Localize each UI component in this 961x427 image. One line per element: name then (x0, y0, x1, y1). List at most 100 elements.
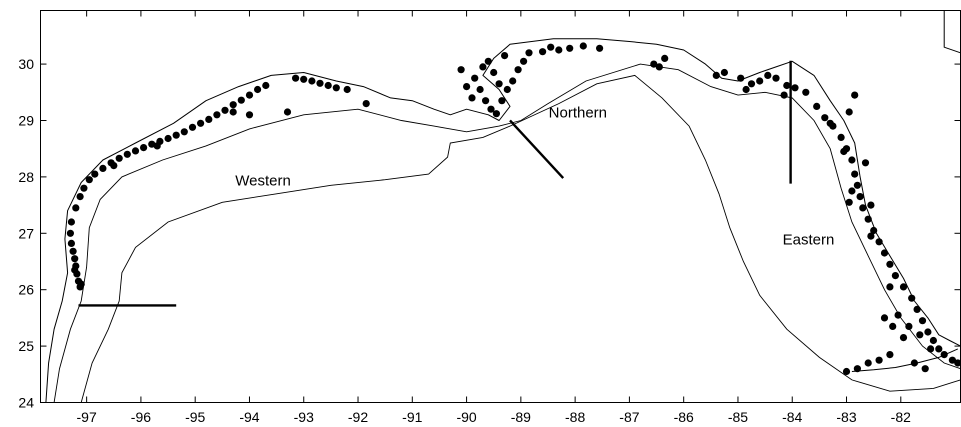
sample-point (910, 359, 919, 367)
sample-point (661, 54, 669, 63)
depth-contours (53, 63, 961, 403)
sample-point (864, 359, 872, 367)
sample-point (826, 119, 834, 127)
region-dividers (78, 60, 792, 307)
sample-point (85, 176, 93, 184)
sample-point (555, 46, 563, 54)
sample-point (596, 44, 604, 52)
sample-point (929, 336, 938, 345)
sample-point (484, 57, 492, 65)
x-tick-label: -97 (77, 409, 97, 425)
sample-point (894, 311, 902, 319)
sample-point (490, 68, 498, 77)
sample-point (867, 201, 875, 209)
sample-point (245, 91, 254, 99)
sample-point (468, 94, 476, 102)
sample-point (77, 280, 85, 288)
sample-point (913, 305, 921, 313)
sample-point (308, 77, 316, 85)
sample-point (886, 260, 894, 268)
sample-point (487, 105, 495, 113)
sample-point (802, 88, 810, 96)
sample-point (283, 108, 292, 116)
sample-point (300, 75, 308, 83)
sample-point (921, 365, 929, 373)
sample-point (509, 77, 517, 85)
sample-point (316, 79, 324, 87)
sample-point (853, 365, 862, 373)
sample-point (870, 226, 878, 235)
sample-point (262, 81, 270, 90)
sample-point (856, 193, 864, 201)
sample-point (71, 266, 79, 274)
sample-point (525, 49, 533, 57)
sample-point (172, 131, 180, 139)
sample-point (72, 204, 80, 212)
sample-point (213, 111, 221, 119)
x-tick-label: -93 (294, 409, 314, 425)
sample-point (948, 356, 957, 364)
x-tick-label: -82 (891, 409, 911, 425)
map-axes: -97 -96 -95 -94 -93 -92 -91 -90 -89 -88 -87 -86 -85 -… (18, 10, 961, 425)
y-tick-label: 27 (18, 225, 34, 241)
sample-point (180, 128, 188, 136)
x-tick-label: -90 (456, 409, 476, 425)
sample-point (924, 328, 932, 336)
sample-point (861, 159, 870, 167)
map-frame (40, 10, 961, 403)
sample-point (742, 85, 750, 94)
region-label-western: Western (235, 172, 291, 189)
region-labels: Western Northern Eastern (235, 105, 834, 249)
shelf-contour-inner (53, 63, 961, 403)
y-tick-label: 30 (18, 56, 34, 72)
sample-point (851, 170, 859, 178)
x-tick-label: -92 (348, 409, 368, 425)
sample-point (131, 147, 140, 155)
sample-point (520, 57, 528, 65)
y-tick-label: 24 (18, 395, 34, 411)
sample-point (848, 156, 856, 164)
shelf-contour-outer (80, 74, 961, 403)
y-tick-label: 28 (18, 169, 34, 185)
sample-point (471, 74, 479, 82)
sample-point (845, 108, 853, 116)
sample-point (579, 42, 587, 50)
sample-point (875, 238, 883, 246)
sample-point (229, 108, 237, 116)
sample-point (840, 147, 848, 156)
sample-point (514, 66, 522, 74)
sample-point (463, 83, 471, 91)
y-tick-label: 25 (18, 338, 34, 354)
sample-point (566, 44, 574, 52)
sample-point (821, 114, 829, 122)
shoreline (45, 38, 961, 403)
sample-point (935, 345, 943, 353)
sample-point (813, 102, 821, 110)
region-divider-2 (509, 119, 565, 179)
sample-point (547, 43, 555, 51)
sample-point (864, 215, 872, 223)
sample-point (205, 115, 213, 123)
sample-point (476, 85, 484, 94)
x-tick-label: -83 (836, 409, 856, 425)
x-tick-label: -87 (619, 409, 639, 425)
sample-point (867, 232, 875, 240)
sample-point (886, 283, 894, 291)
sample-point (539, 48, 547, 56)
coastline (45, 10, 961, 403)
sample-point (254, 85, 262, 94)
sample-point (245, 111, 254, 119)
sample-point (362, 100, 370, 108)
sample-point (197, 119, 205, 127)
sample-point (905, 322, 913, 330)
sample-point (71, 255, 79, 263)
sample-point (899, 283, 908, 291)
sample-point (66, 229, 74, 237)
sample-point (457, 66, 465, 74)
region-label-northern: Northern (549, 105, 607, 122)
sample-point (148, 140, 156, 148)
sample-point (791, 84, 799, 92)
x-tick-label: -89 (511, 409, 531, 425)
sample-point (853, 181, 862, 189)
